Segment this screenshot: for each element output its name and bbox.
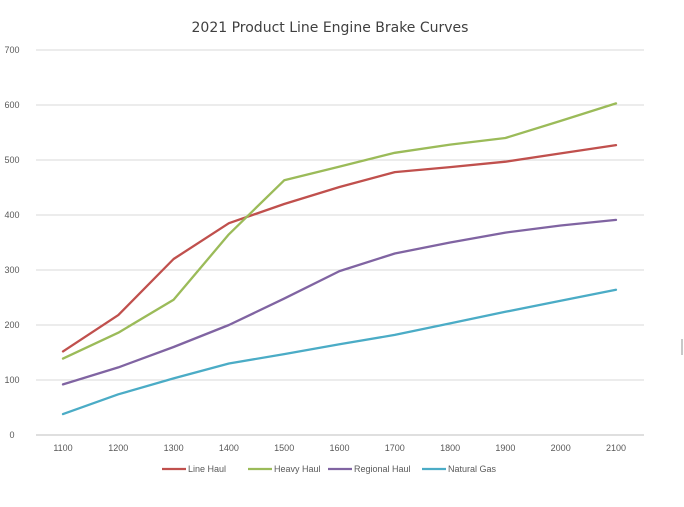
y-tick-label: 400 (4, 210, 19, 220)
x-tick-label: 1200 (108, 443, 128, 453)
window-edge-mark (681, 339, 683, 355)
x-tick-label: 1100 (53, 443, 72, 453)
chart-title: 2021 Product Line Engine Brake Curves (192, 20, 469, 36)
series-line-line-haul (61, 143, 618, 353)
x-tick-label: 1600 (329, 443, 349, 453)
y-tick-label: 600 (4, 100, 19, 110)
legend-label: Natural Gas (448, 464, 497, 474)
y-tick-label: 700 (4, 45, 19, 55)
y-tick-label: 200 (4, 320, 19, 330)
x-tick-label: 1300 (164, 443, 184, 453)
legend: Line Haul Heavy Haul Regional Haul Natural … (162, 464, 497, 474)
y-tick-label: 100 (4, 375, 19, 385)
x-tick-label: 2000 (551, 443, 571, 453)
legend-label: Line Haul (188, 464, 226, 474)
series-line-regional-haul (61, 218, 618, 386)
y-tick-label: 500 (4, 155, 19, 165)
x-tick-label: 2100 (606, 443, 626, 453)
x-axis-ticks: 1100 1200 1300 1400 1500 1600 1700 1800 1900 2000… (53, 443, 626, 453)
series-line-natural-gas (61, 288, 618, 416)
x-tick-label: 1800 (440, 443, 460, 453)
x-tick-label: 1900 (495, 443, 515, 453)
x-tick-label: 1400 (219, 443, 239, 453)
series-lines (61, 102, 618, 416)
x-tick-label: 1700 (385, 443, 405, 453)
legend-label: Regional Haul (354, 464, 411, 474)
y-tick-label: 0 (9, 430, 14, 440)
gridlines (36, 49, 644, 436)
series-line-heavy-haul (61, 102, 618, 360)
y-axis-ticks: 0 100 200 300 400 500 600 700 (4, 45, 19, 440)
y-tick-label: 300 (4, 265, 19, 275)
legend-label: Heavy Haul (274, 464, 321, 474)
x-tick-label: 1500 (274, 443, 294, 453)
